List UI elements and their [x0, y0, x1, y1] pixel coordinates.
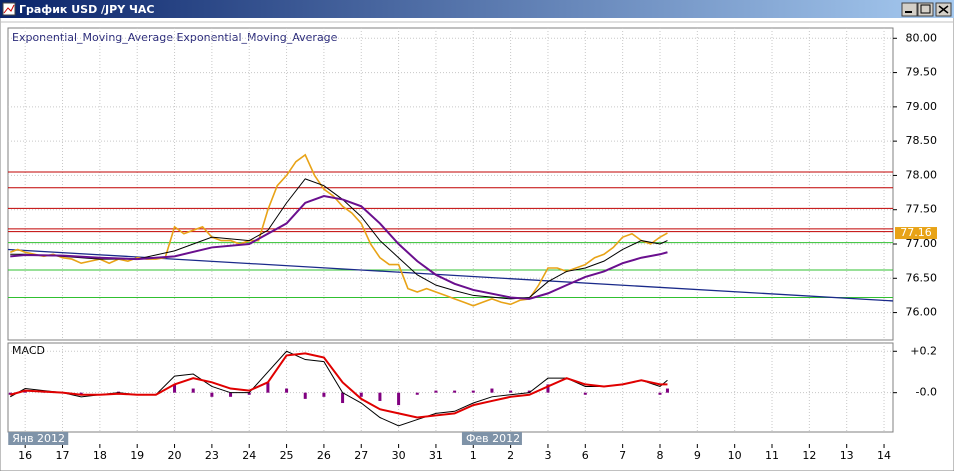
month-label-box	[461, 432, 522, 445]
histogram-bar	[191, 388, 195, 393]
x-tick-label: 11	[765, 449, 779, 462]
histogram-bar	[453, 390, 457, 393]
maximize-glyph	[920, 4, 931, 14]
histogram-bar	[229, 392, 233, 397]
x-tick-label: 18	[93, 449, 107, 462]
histogram-bar	[117, 391, 121, 393]
histogram-bar	[527, 390, 531, 393]
histogram-bar	[490, 388, 494, 393]
x-tick-label: 31	[429, 449, 443, 462]
histogram-bar	[546, 384, 550, 393]
title-bar	[0, 0, 954, 18]
histogram-bar	[322, 392, 326, 397]
macd-pane	[7, 342, 894, 433]
window-title: График USD /JPY ЧАС	[19, 3, 154, 16]
y-tick-label: 80.00	[906, 31, 938, 44]
close-glyph	[938, 5, 949, 14]
x-tick-label: 6	[582, 449, 589, 462]
month-label: Янв 2012	[12, 432, 65, 445]
x-tick-label: 1	[470, 449, 477, 462]
histogram-bar	[434, 390, 438, 393]
histogram-bar	[285, 388, 289, 393]
histogram-bar	[397, 392, 401, 406]
window-icon-glyph	[3, 4, 15, 14]
x-tick-label: 23	[205, 449, 219, 462]
y-tick-label: 79.50	[906, 66, 938, 79]
histogram-bar	[471, 390, 475, 393]
histogram-bar	[79, 392, 83, 395]
histogram-bar	[341, 392, 345, 404]
histogram-bar	[266, 382, 270, 393]
ema-line	[10, 178, 668, 300]
legend-entry: Exponential_Moving_Average	[12, 31, 173, 44]
legend-entry: Exponential_Moving_Average	[176, 31, 337, 44]
macd-title: MACD	[12, 344, 45, 357]
y-tick-label: 76.00	[906, 306, 938, 319]
x-tick-label: 16	[18, 449, 32, 462]
x-tick-label: 3	[544, 449, 551, 462]
x-tick-label: 20	[168, 449, 182, 462]
window-buttons	[901, 2, 952, 17]
histogram-bar	[247, 392, 251, 395]
y-tick-label: +0.2	[910, 344, 937, 357]
x-tick-label: 14	[877, 449, 891, 462]
histogram-bar	[303, 392, 307, 399]
price-line	[9, 153, 668, 307]
last-price-label: 77.16	[900, 226, 932, 239]
y-tick-label: -0.0	[916, 386, 937, 399]
x-tick-label: 12	[802, 449, 816, 462]
month-label-box	[8, 432, 69, 445]
y-tick-label: 78.00	[906, 168, 938, 181]
y-tick-label: 77.00	[906, 237, 938, 250]
x-tick-label: 2	[507, 449, 514, 462]
histogram-bar	[415, 392, 419, 395]
x-tick-label: 17	[56, 449, 70, 462]
x-tick-label: 26	[317, 449, 331, 462]
histogram-bar	[359, 392, 363, 397]
x-tick-label: 24	[242, 449, 256, 462]
legend: Exponential_Moving_Average Exponential_M…	[12, 31, 338, 44]
histogram-bar	[665, 388, 669, 393]
x-tick-label: 27	[354, 449, 368, 462]
histogram-bar	[509, 390, 513, 393]
y-tick-label: 77.50	[906, 203, 938, 216]
x-tick-label: 30	[392, 449, 406, 462]
x-tick-label: 8	[656, 449, 663, 462]
minimize-button[interactable]	[901, 2, 918, 17]
histogram-bar	[583, 392, 587, 395]
histogram-bar	[658, 392, 662, 395]
histogram-bar	[173, 384, 177, 393]
x-tick-label: 25	[280, 449, 294, 462]
y-tick-label: 78.50	[906, 134, 938, 147]
y-tick-label: 76.50	[906, 271, 938, 284]
x-tick-label: 7	[619, 449, 626, 462]
x-tick-label: 9	[694, 449, 701, 462]
histogram-bar	[210, 392, 214, 397]
last-price-box	[895, 227, 937, 240]
histogram-bar	[378, 392, 382, 401]
x-tick-label: 19	[130, 449, 144, 462]
signal-line	[9, 352, 668, 419]
month-label: Фев 2012	[466, 432, 520, 445]
x-tick-label: 13	[840, 449, 854, 462]
ema-line	[10, 194, 668, 300]
y-tick-label: 79.00	[906, 100, 938, 113]
x-tick-label: 10	[728, 449, 742, 462]
price-pane	[7, 27, 894, 341]
